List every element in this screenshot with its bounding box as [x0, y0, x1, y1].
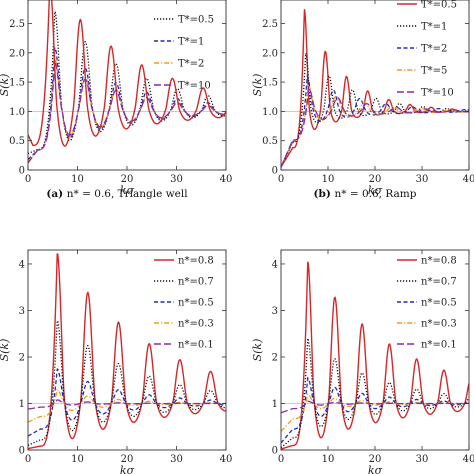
x-tick-label: 30: [416, 454, 429, 465]
legend-entry: n*=0.5: [178, 298, 214, 309]
series-line-t-5: [281, 83, 469, 168]
y-tick-label: 0: [272, 166, 278, 177]
chart-panel-b: 0 10 20 30 4000.51.01.52.02.5kσS(k)T*=0.5T*=…: [251, 0, 474, 200]
y-tick-label: 2: [272, 352, 278, 363]
series-line-n-0-7: [281, 338, 469, 449]
legend: T*=0.5 T*=1 T*=2 T*=5 T*=10: [397, 0, 457, 99]
y-tick-label: 3: [19, 306, 25, 317]
series-line-n-0-1: [28, 399, 226, 410]
x-axis-label: kσ: [120, 184, 135, 197]
y-tick-label: 2: [19, 352, 25, 363]
legend-entry: n*=0.1: [421, 340, 457, 351]
legend-entry: n*=0.3: [421, 319, 457, 330]
x-tick-label: 20: [121, 454, 134, 465]
legend-entry: n*=0.8: [421, 256, 457, 267]
x-tick-label: 40: [220, 454, 233, 465]
x-tick-label: 0: [25, 454, 31, 465]
legend-entry: T*=0.5: [178, 15, 214, 26]
y-tick-label: 1.5: [9, 78, 25, 89]
x-tick-label: 0: [25, 174, 31, 185]
x-tick-label: 20: [121, 174, 134, 185]
y-axis-label: S(k): [0, 74, 11, 97]
x-tick-label: 40: [463, 174, 474, 185]
legend: n*=0.8 n*=0.7 n*=0.5 n*=0.3 n*=0.1: [154, 256, 214, 351]
legend: T*=0.5 T*=1 T*=2 T*=10: [154, 15, 214, 92]
y-tick-label: 1.0: [262, 107, 278, 118]
x-tick-label: 40: [463, 454, 474, 465]
x-tick-label: 10: [322, 454, 335, 465]
y-tick-label: 2.0: [9, 48, 25, 59]
y-tick-label: 1: [19, 399, 25, 410]
legend-entry: n*=0.7: [178, 277, 214, 288]
legend-entry: T*=5: [421, 66, 447, 77]
y-tick-label: 1: [272, 399, 278, 410]
x-axis-label: kσ: [120, 464, 135, 474]
panel-caption: (b) n* = 0.6, Ramp: [314, 188, 417, 200]
x-tick-label: 0: [278, 174, 284, 185]
chart-panel-a: 0 10 20 30 4000.51.01.52.02.5kσS(k)T*=0.5T*=…: [0, 0, 232, 200]
series-line-n-0-1: [281, 400, 469, 414]
legend-entry: n*=0.8: [178, 256, 214, 267]
y-tick-label: 0: [19, 446, 25, 457]
chart-panel-d: 0 10 20 30 4001234kσS(k)n*=0.8n*=0.7n*=0.5n*…: [251, 249, 474, 474]
series-line-n-0-7: [28, 319, 226, 446]
legend: n*=0.8 n*=0.7 n*=0.5 n*=0.3 n*=0.1: [397, 256, 457, 351]
legend-entry: n*=0.1: [178, 340, 214, 351]
legend-entry: n*=0.7: [421, 277, 457, 288]
x-tick-label: 0: [278, 454, 284, 465]
series-line-n-0-3: [281, 393, 469, 432]
legend-entry: n*=0.3: [178, 319, 214, 330]
y-axis-label: S(k): [251, 339, 264, 362]
legend-entry: T*=2: [421, 44, 447, 55]
series-line-series-4: [28, 0, 226, 147]
y-tick-label: 0: [272, 446, 278, 457]
chart-panel-c: 0 10 20 30 4001234kσS(k)n*=0.8n*=0.7n*=0.5n*…: [0, 249, 233, 474]
legend-entry: T*=2: [178, 59, 204, 70]
y-tick-label: 1.5: [262, 78, 278, 89]
legend-entry: T*=0.5: [421, 0, 457, 11]
x-axis-label: kσ: [368, 464, 383, 474]
series-line-n-0-5: [28, 368, 226, 437]
y-tick-label: 0.5: [9, 136, 25, 147]
x-tick-label: 30: [416, 174, 429, 185]
y-tick-label: 2.5: [9, 19, 25, 30]
x-axis-label: kσ: [368, 184, 383, 197]
x-tick-label: 10: [71, 174, 84, 185]
y-tick-label: 1.0: [9, 107, 25, 118]
y-tick-label: 4: [19, 259, 25, 270]
x-tick-label: 30: [170, 174, 183, 185]
legend-entry: T*=1: [178, 37, 204, 48]
x-tick-label: 40: [220, 174, 233, 185]
panel-caption: (a) n* = 0.6, Triangle well: [46, 188, 188, 200]
y-tick-label: 0: [19, 166, 25, 177]
y-tick-label: 3: [272, 306, 278, 317]
y-tick-label: 4: [272, 259, 278, 270]
legend-entry: n*=0.5: [421, 298, 457, 309]
x-tick-label: 20: [369, 454, 382, 465]
x-tick-label: 10: [322, 174, 335, 185]
legend-entry: T*=1: [421, 22, 447, 33]
legend-entry: T*=10: [421, 88, 454, 99]
y-axis-label: S(k): [0, 339, 11, 362]
y-tick-label: 0.5: [262, 136, 278, 147]
x-tick-label: 20: [369, 174, 382, 185]
series-line-t-2: [281, 74, 469, 168]
x-tick-label: 10: [71, 454, 84, 465]
series-line-t-10: [281, 87, 469, 168]
x-tick-label: 30: [170, 454, 183, 465]
y-tick-label: 2.0: [262, 48, 278, 59]
y-axis-label: S(k): [251, 74, 264, 97]
legend-entry: T*=10: [178, 81, 211, 92]
series-line-n-0-8: [281, 261, 469, 450]
y-tick-label: 2.5: [262, 19, 278, 30]
series-line-n-0-5: [281, 376, 469, 444]
